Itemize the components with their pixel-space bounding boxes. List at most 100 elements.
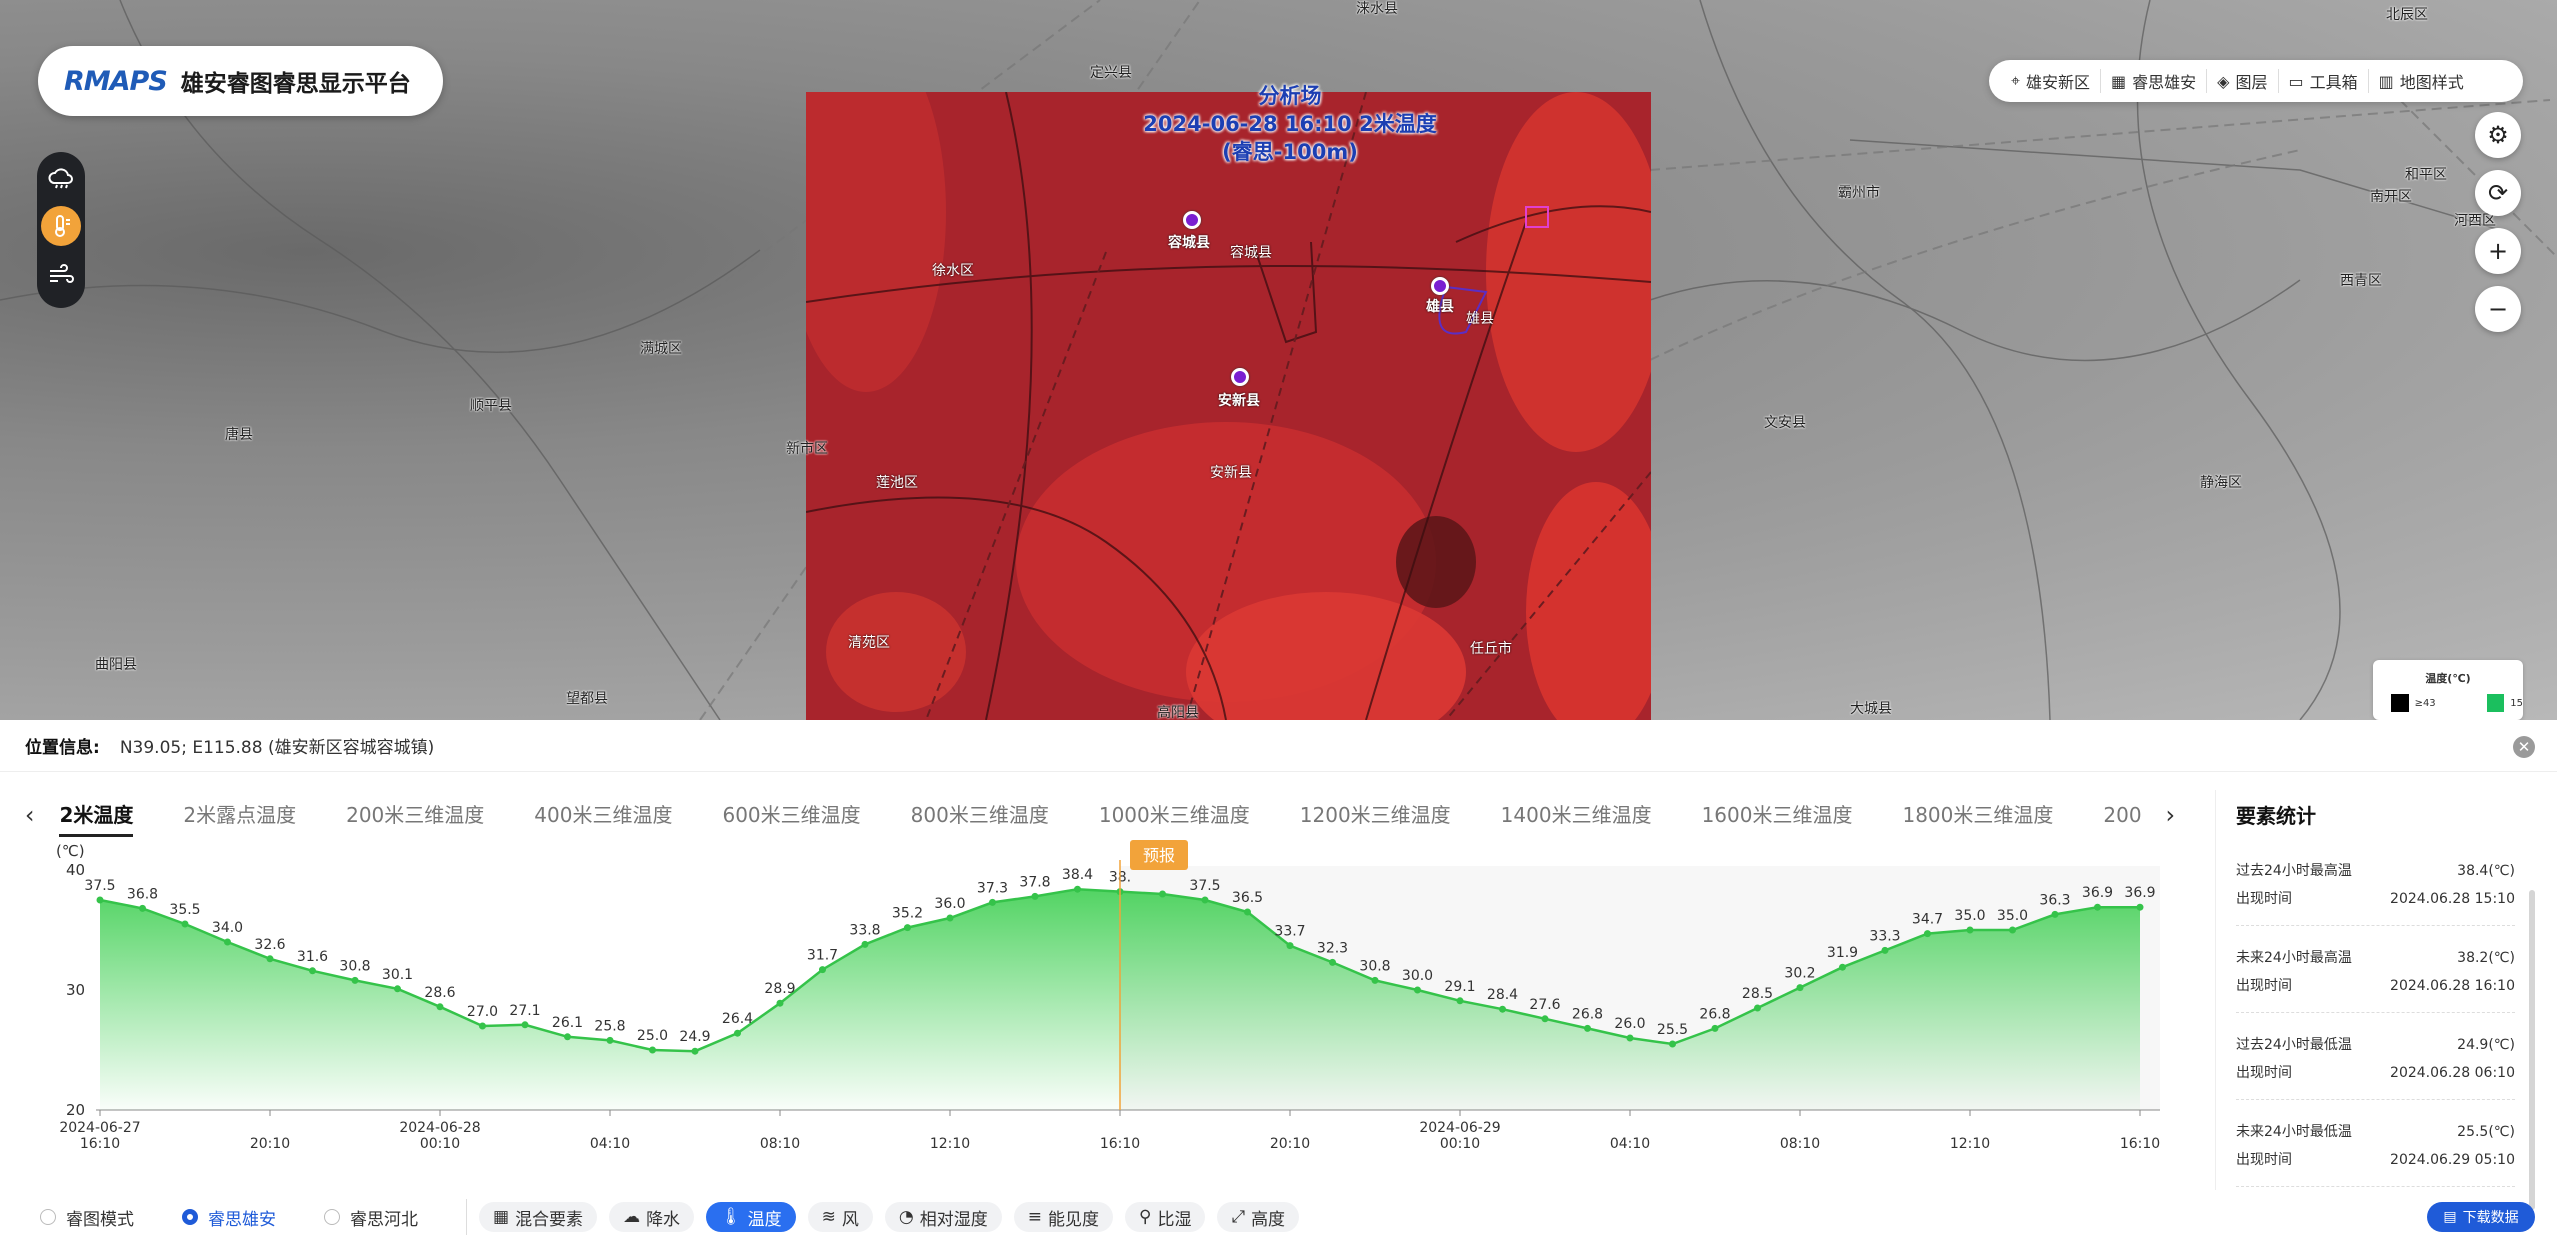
visibility-icon: ≡	[1027, 1207, 1042, 1227]
element-chip-1[interactable]: ☁ 降水	[609, 1202, 695, 1232]
data-label: 26.4	[722, 1011, 753, 1027]
element-chip-4[interactable]: ◔ 相对湿度	[884, 1202, 1002, 1232]
toolbox-button[interactable]: ▭ 工具箱	[2279, 69, 2369, 93]
overlay-heatmap	[786, 32, 1666, 720]
close-icon[interactable]: ✕	[2513, 736, 2535, 758]
temperature-chart: 20 30 40 (℃) 37.5 36.8 35.5 34.0 32.6 31.6 30.8 30.…	[0, 840, 2200, 1180]
legend-swatch	[2486, 694, 2505, 712]
place-label: 高阳县	[1157, 705, 1199, 720]
stat-time-label: 出现时间	[2236, 891, 2292, 907]
city-marker[interactable]	[1231, 368, 1249, 386]
data-label: 35.0	[1954, 908, 1985, 924]
data-point	[2136, 903, 2144, 911]
tab-7[interactable]: 1200米三维温度	[1299, 803, 1451, 827]
zoom-out-button[interactable]: −	[2475, 286, 2521, 332]
thermometer-icon[interactable]	[41, 206, 81, 246]
stat-name: 未来24小时最高温	[2236, 950, 2352, 966]
mode-radio-0[interactable]: 睿图模式	[40, 1205, 134, 1230]
map-style-icon: ▥	[2378, 71, 2394, 91]
data-label: 36.9	[2082, 885, 2113, 901]
data-label: 28.6	[424, 985, 455, 1001]
map-style-button[interactable]: ▥ 地图样式	[2369, 69, 2474, 93]
element-chip-5[interactable]: ≡ 能见度	[1013, 1202, 1113, 1232]
download-button[interactable]: ▤ 下载数据	[2427, 1202, 2535, 1232]
stats-scrollbar[interactable]	[2529, 890, 2535, 1210]
stat-block: 过去24小时最高温 38.4(℃) 出现时间 2024.06.28 15:10	[2236, 857, 2515, 926]
data-point	[139, 904, 146, 912]
element-chip-0[interactable]: ▦ 混合要素	[479, 1202, 598, 1232]
x-tick-date: 2024-06-29	[1419, 1120, 1500, 1136]
tab-8[interactable]: 1400米三维温度	[1500, 803, 1652, 827]
data-point	[521, 1021, 529, 1029]
tab-5[interactable]: 800米三维温度	[910, 803, 1049, 827]
rain-icon: ☁	[623, 1207, 641, 1227]
chevron-left-icon[interactable]: ‹	[24, 801, 35, 829]
product-selector[interactable]: ▦ 睿思雄安	[2101, 69, 2208, 93]
data-point	[394, 985, 401, 993]
element-chip-2[interactable]: 🌡 温度	[706, 1202, 796, 1232]
chevron-right-icon[interactable]: ›	[2165, 801, 2176, 829]
region-selector[interactable]: ⌖ 雄安新区	[2001, 69, 2102, 93]
tab-9[interactable]: 1600米三维温度	[1701, 803, 1853, 827]
mode-radio-1[interactable]: 睿思雄安	[182, 1205, 276, 1230]
logo-mark: RMAPS	[64, 65, 168, 97]
x-tick-time: 16:10	[1100, 1136, 1140, 1152]
mode-label: 睿思河北	[350, 1209, 418, 1230]
y-tick-label: 30	[66, 981, 85, 999]
zoom-in-button[interactable]: +	[2475, 228, 2521, 274]
data-label: 32.3	[1317, 940, 1348, 956]
tab-10[interactable]: 1800米三维温度	[1902, 803, 2054, 827]
x-tick-time: 08:10	[1780, 1136, 1820, 1152]
data-point	[1626, 1034, 1634, 1042]
data-point	[564, 1033, 571, 1041]
data-point	[181, 920, 189, 928]
data-point	[1669, 1040, 1676, 1048]
city-marker[interactable]	[1183, 211, 1201, 229]
stats-panel: 要素统计 过去24小时最高温 38.4(℃) 出现时间 2024.06.28 15:1…	[2215, 790, 2535, 1210]
place-label: 北辰区	[2386, 7, 2428, 23]
data-label: 26.8	[1572, 1006, 1603, 1022]
data-label: 36.8	[127, 886, 158, 902]
mode-radio-2[interactable]: 睿思河北	[324, 1205, 418, 1230]
city-marker[interactable]	[1431, 277, 1449, 295]
data-point	[1371, 976, 1379, 984]
data-label: 28.9	[764, 981, 795, 997]
data-label: 28.5	[1742, 986, 1773, 1002]
wind-icon: ≋	[821, 1207, 836, 1227]
refresh-button[interactable]: ⟳	[2475, 170, 2521, 216]
data-label: 36.0	[934, 896, 965, 912]
x-tick-date: 2024-06-27	[59, 1120, 140, 1136]
tab-1[interactable]: 2米露点温度	[183, 803, 297, 827]
layers-button[interactable]: ◈ 图层	[2207, 69, 2279, 93]
element-chip-3[interactable]: ≋ 风	[807, 1202, 873, 1232]
settings-button[interactable]: ⚙	[2475, 112, 2521, 158]
radio-dot	[182, 1209, 198, 1225]
tab-0[interactable]: 2米温度	[59, 793, 134, 837]
element-chip-6[interactable]: ⚲ 比湿	[1125, 1202, 1206, 1232]
tab-11[interactable]: 2000米三维温度	[2103, 803, 2141, 827]
wind-icon[interactable]	[41, 254, 81, 294]
stat-value: 38.2(℃)	[2457, 950, 2515, 966]
tab-3[interactable]: 400米三维温度	[534, 803, 673, 827]
data-point	[1711, 1024, 1719, 1032]
data-label: 33.7	[1274, 924, 1305, 940]
place-label: 静海区	[2200, 475, 2242, 491]
tab-6[interactable]: 1000米三维温度	[1098, 803, 1250, 827]
overlay-title-line-3: (睿思-100m)	[1222, 140, 1358, 164]
map-top-toolbar: ⌖ 雄安新区 ▦ 睿思雄安 ◈ 图层 ▭ 工具箱 ▥ 地图样式	[1989, 60, 2523, 102]
element-label: 比湿	[1157, 1209, 1192, 1230]
mixed-icon: ▦	[493, 1207, 510, 1227]
element-label: 高度	[1251, 1209, 1286, 1230]
data-label: 31.9	[1827, 945, 1858, 961]
cloud-icon[interactable]	[41, 158, 81, 198]
map-view[interactable]: 分析场 2024-06-28 16:10 2米温度 (睿思-100m) 定兴县 …	[0, 0, 2557, 720]
data-point	[734, 1029, 741, 1037]
legend-label: 15	[2510, 697, 2523, 709]
place-label: 望都县	[566, 691, 608, 707]
element-chip-7[interactable]: ⤢ 高度	[1217, 1202, 1300, 1232]
divider	[466, 1199, 467, 1235]
tab-2[interactable]: 200米三维温度	[346, 803, 485, 827]
element-label: 降水	[646, 1209, 681, 1230]
tab-4[interactable]: 600米三维温度	[722, 803, 861, 827]
data-label: 31.7	[807, 948, 838, 964]
